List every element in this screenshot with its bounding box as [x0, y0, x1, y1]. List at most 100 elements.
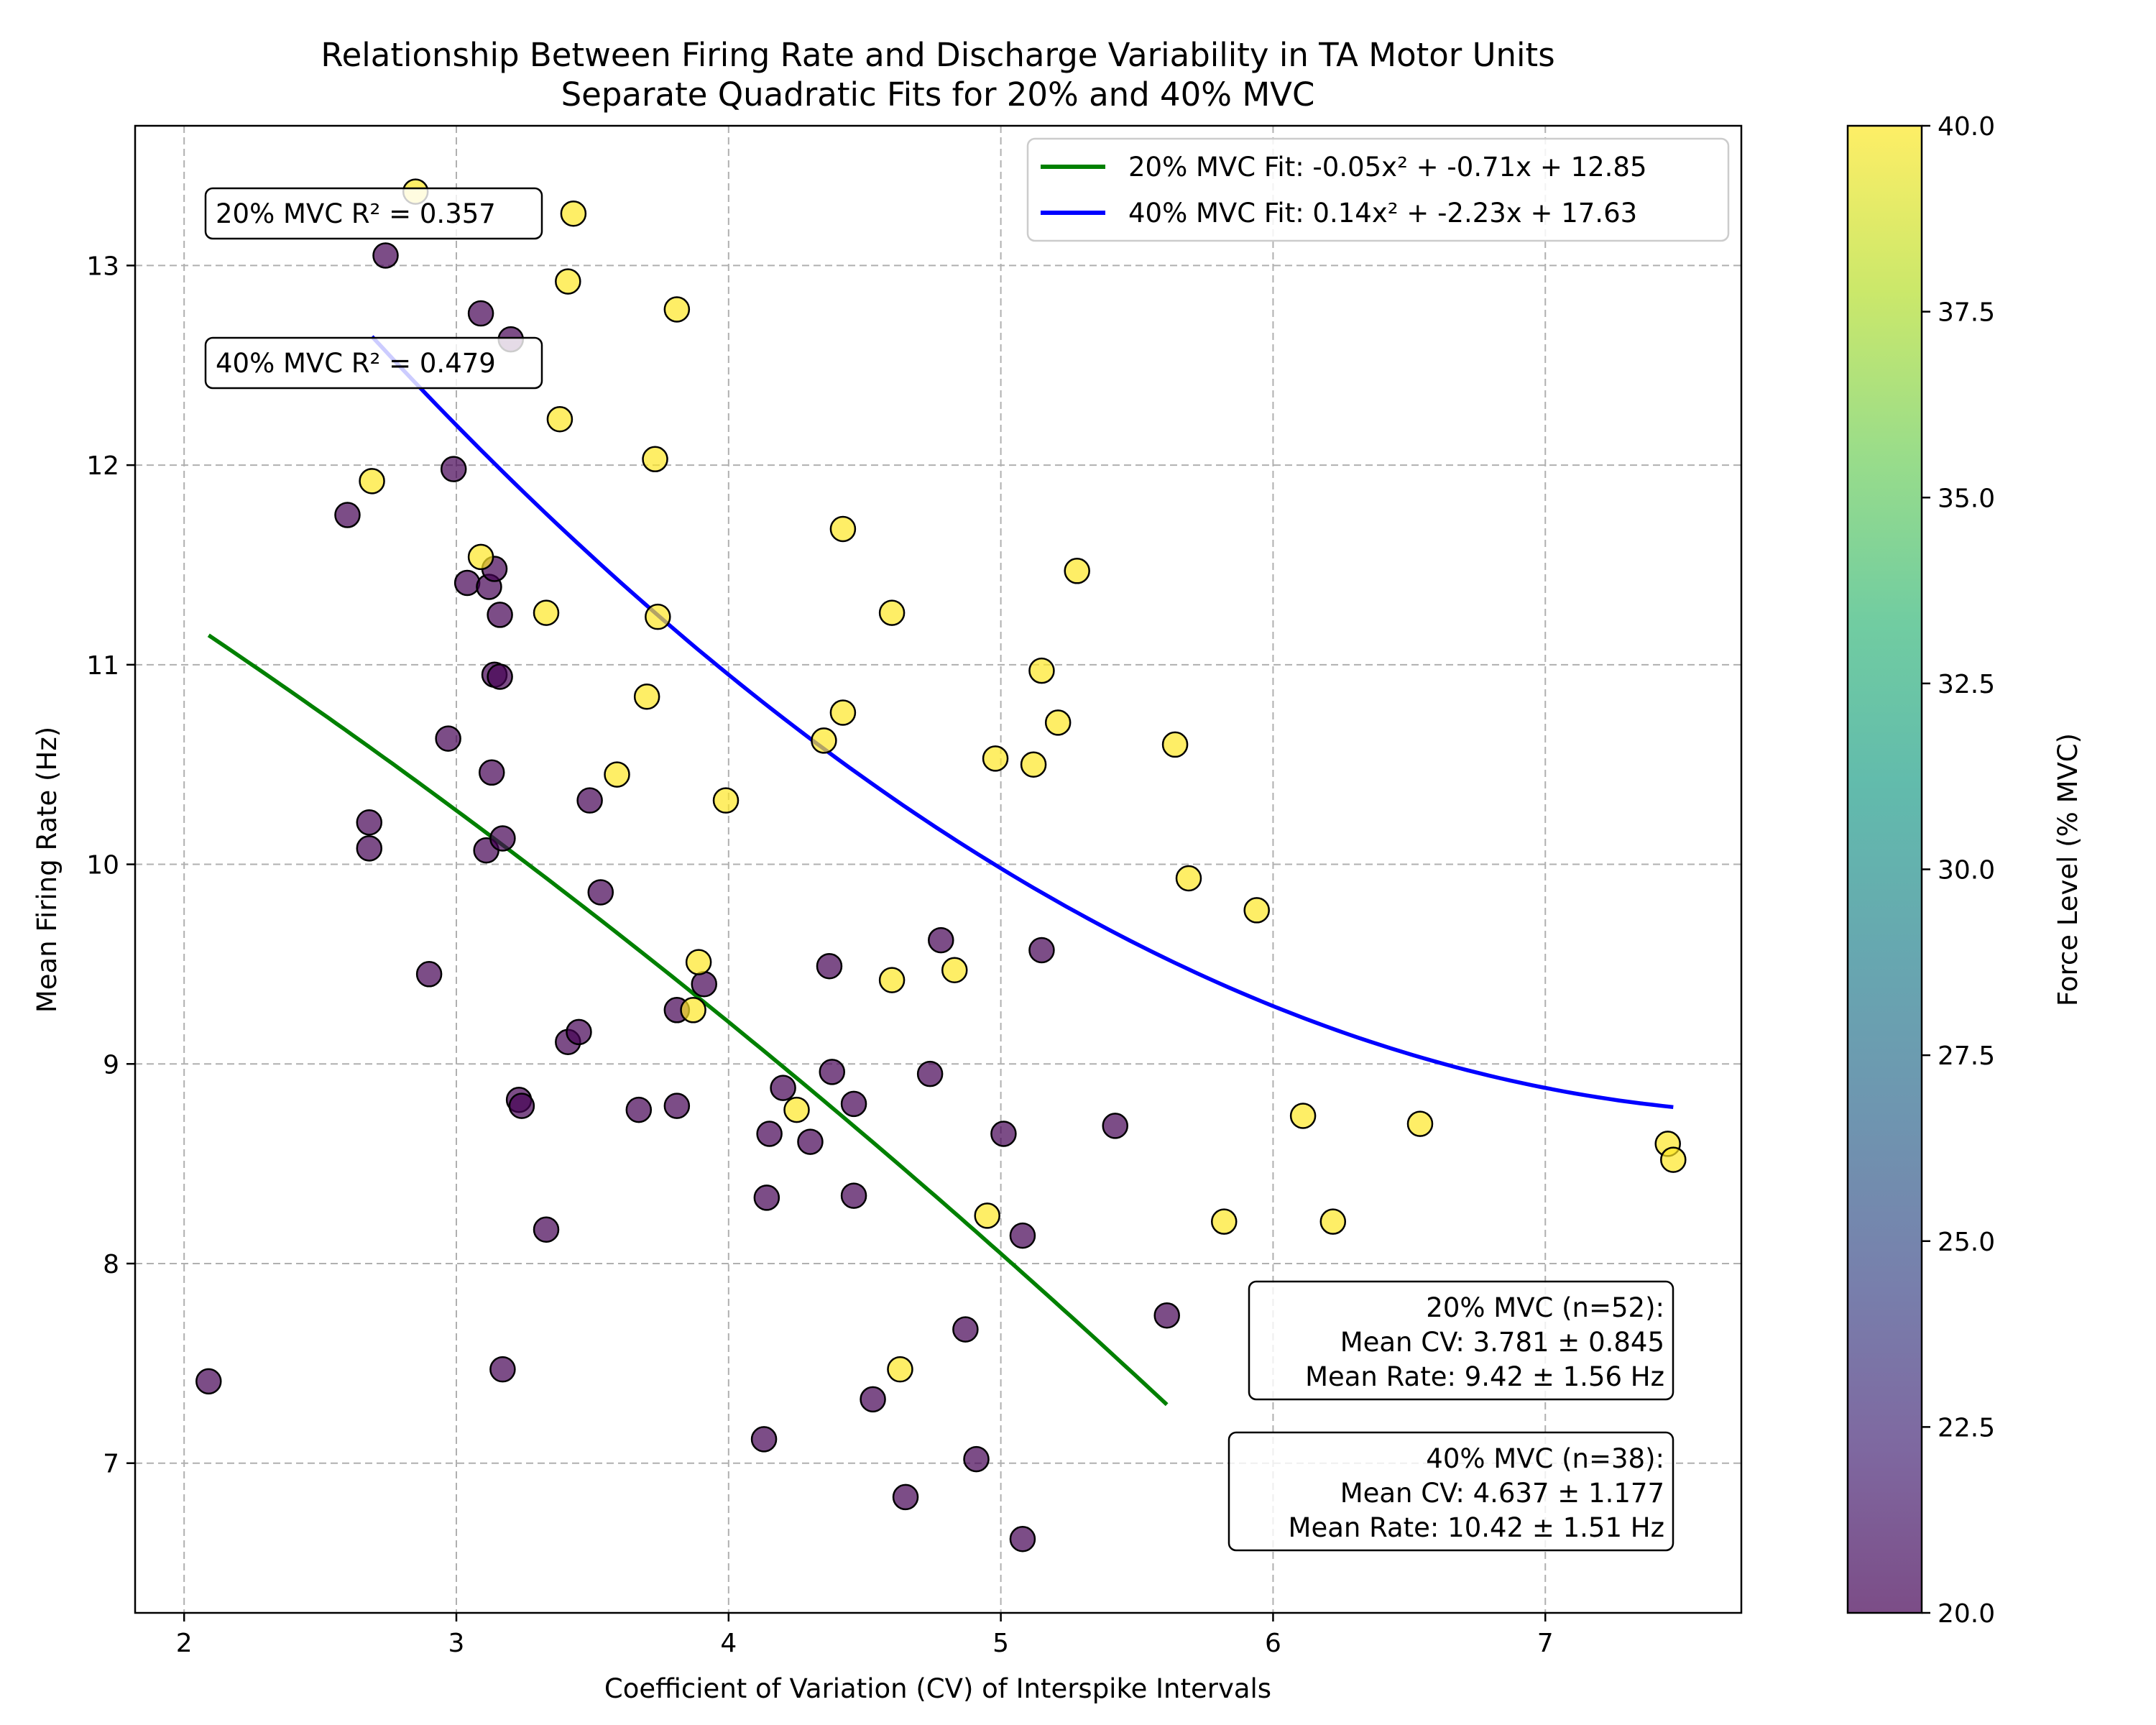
data-point-40mvc [829, 699, 857, 726]
data-point-40mvc [712, 787, 740, 814]
data-point-20mvc [576, 787, 603, 814]
data-point-40mvc [680, 997, 706, 1024]
data-point-20mvc [625, 1096, 653, 1123]
legend: 20% MVC Fit: -0.05x² + -0.71x + 12.85 40… [1026, 137, 1730, 242]
data-point-20mvc [334, 502, 361, 528]
x-tick-label: 6 [1265, 1629, 1281, 1658]
grid-lines [135, 126, 1741, 1613]
data-point-20mvc [415, 961, 443, 988]
stats-20-line-2: Mean CV: 3.781 ± 0.845 [1340, 1327, 1664, 1358]
data-point-40mvc [878, 599, 906, 626]
data-point-40mvc [1319, 1208, 1347, 1235]
data-point-20mvc [533, 1216, 560, 1243]
colorbar-gradient [1848, 126, 1922, 1613]
data-point-40mvc [1243, 897, 1270, 924]
y-tick-label: 9 [103, 1050, 119, 1080]
colorbar-tick-label: 22.5 [1938, 1413, 1995, 1443]
data-point-20mvc [440, 456, 467, 482]
r2-40-annotation: 40% MVC R² = 0.479 [204, 336, 543, 390]
data-point-40mvc [829, 515, 857, 543]
chart-title: Relationship Between Firing Rate and Dis… [321, 36, 1554, 74]
data-point-20mvc [435, 725, 461, 752]
data-point-20mvc [372, 242, 399, 269]
data-point-40mvc [1660, 1146, 1687, 1173]
data-point-40mvc [1289, 1103, 1317, 1129]
data-point-20mvc [478, 759, 505, 786]
data-point-20mvc [797, 1128, 824, 1155]
x-tick-label: 4 [720, 1629, 737, 1658]
x-tick-label: 2 [176, 1629, 193, 1658]
data-point-20mvc [663, 1092, 691, 1119]
x-tick-label: 5 [992, 1629, 1009, 1658]
data-point-20mvc [487, 602, 513, 628]
data-point-20mvc [1153, 1302, 1180, 1329]
data-point-20mvc [750, 1426, 778, 1453]
y-tick-label: 13 [86, 252, 119, 281]
colorbar-ticks: 20.0 22.5 25.0 27.5 30.0 32.5 35.0 37.5 40.0 [1922, 112, 1995, 1629]
data-point-20mvc [489, 825, 516, 852]
x-tick-label: 7 [1537, 1629, 1554, 1658]
data-point-40mvc [941, 957, 968, 983]
data-point-40mvc [1028, 657, 1055, 684]
legend-label-40: 40% MVC Fit: 0.14x² + -2.23x + 17.63 [1128, 198, 1637, 229]
data-point-40mvc [1020, 751, 1047, 778]
data-point-40mvc [1211, 1208, 1238, 1235]
data-point-20mvc [819, 1059, 846, 1085]
scatter-points [195, 178, 1687, 1552]
y-tick-label: 8 [103, 1250, 119, 1279]
data-point-40mvc [811, 727, 837, 754]
stats-40-line-2: Mean CV: 4.637 ± 1.177 [1340, 1478, 1664, 1509]
data-point-20mvc [840, 1182, 867, 1209]
data-point-40mvc [633, 684, 660, 710]
data-point-40mvc [1064, 558, 1090, 584]
data-point-20mvc [952, 1316, 979, 1343]
colorbar-tick-label: 32.5 [1938, 670, 1995, 699]
fit-line-20 [207, 633, 1169, 1407]
colorbar-tick-label: 27.5 [1938, 1041, 1995, 1071]
data-point-40mvc [533, 599, 560, 626]
data-point-20mvc [816, 952, 843, 980]
data-point-20mvc [691, 970, 717, 998]
x-tick-label: 3 [448, 1629, 465, 1658]
data-point-40mvc [645, 603, 671, 630]
data-point-20mvc [756, 1121, 783, 1147]
data-point-20mvc [356, 835, 383, 862]
colorbar-label: Force Level (% MVC) [2053, 733, 2083, 1006]
data-point-40mvc [359, 468, 385, 494]
colorbar-tick-label: 30.0 [1938, 856, 1995, 886]
data-point-40mvc [560, 200, 587, 227]
colorbar-tick-label: 35.0 [1938, 484, 1995, 513]
stats-40-line-3: Mean Rate: 10.42 ± 1.51 Hz [1289, 1512, 1664, 1543]
data-point-20mvc [453, 569, 481, 597]
data-point-40mvc [1044, 709, 1072, 736]
data-point-40mvc [1161, 731, 1189, 758]
fit-curves [207, 335, 1674, 1407]
data-point-40mvc [783, 1096, 810, 1123]
data-point-40mvc [546, 405, 573, 433]
data-point-20mvc [990, 1121, 1017, 1147]
y-tick-label: 11 [86, 651, 119, 681]
data-point-20mvc [892, 1484, 919, 1511]
y-tick-label: 10 [86, 851, 119, 880]
y-tick-label: 7 [103, 1450, 119, 1479]
data-point-40mvc [1175, 865, 1202, 892]
stats-20-line-1: 20% MVC (n=52): [1426, 1292, 1664, 1323]
colorbar-tick-label: 40.0 [1938, 112, 1995, 142]
colorbar-tick-label: 20.0 [1938, 1599, 1995, 1629]
stats-20-box: 20% MVC (n=52): Mean CV: 3.781 ± 0.845 M… [1248, 1280, 1674, 1401]
data-point-20mvc [356, 809, 383, 836]
r2-20-text: 20% MVC R² = 0.357 [216, 198, 496, 229]
plot-frame [134, 124, 1743, 1614]
data-point-40mvc [974, 1202, 1000, 1229]
y-tick-label: 12 [86, 451, 119, 481]
data-point-20mvc [1009, 1222, 1036, 1249]
stats-40-line-1: 40% MVC (n=38): [1426, 1443, 1664, 1474]
r2-20-annotation: 20% MVC R² = 0.357 [204, 187, 543, 240]
data-point-20mvc [860, 1386, 886, 1413]
colorbar-tick-label: 37.5 [1938, 298, 1995, 328]
data-point-20mvc [1009, 1525, 1036, 1552]
data-point-20mvc [928, 926, 954, 954]
data-point-20mvc [467, 300, 494, 327]
data-point-20mvc [489, 1356, 516, 1383]
